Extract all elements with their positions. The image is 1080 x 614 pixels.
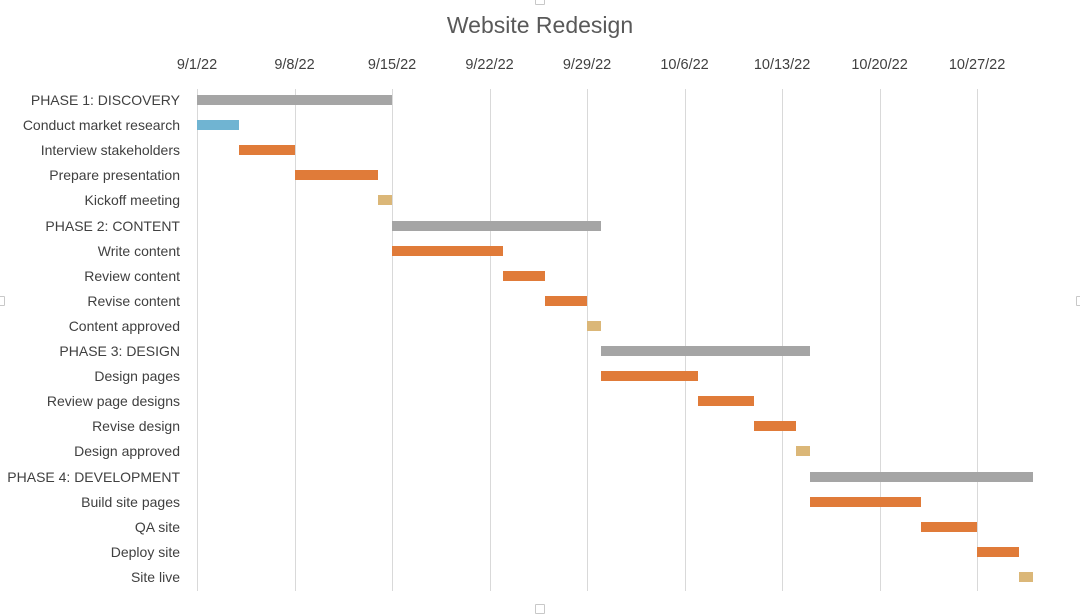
task-label: Review content	[84, 267, 180, 284]
task-label: Write content	[97, 242, 180, 259]
task-label: Site live	[130, 568, 180, 585]
task-label: Conduct market research	[22, 117, 180, 134]
gridline	[977, 89, 978, 591]
task-bar[interactable]	[600, 371, 699, 382]
task-label: Kickoff meeting	[84, 192, 180, 209]
task-bar[interactable]	[392, 245, 504, 256]
milestone-bar[interactable]	[1018, 571, 1033, 582]
task-label: Deploy site	[110, 543, 180, 560]
x-tick-label: 9/29/22	[562, 57, 612, 73]
milestone-bar[interactable]	[795, 446, 810, 457]
x-tick-label: 9/1/22	[176, 57, 218, 73]
task-label: Design approved	[74, 443, 180, 460]
resize-handle-bottom[interactable]	[535, 604, 545, 614]
task-label: Revise content	[87, 292, 180, 309]
x-tick-label: 10/13/22	[753, 57, 811, 73]
task-label: Build site pages	[81, 493, 180, 510]
task-bar[interactable]	[977, 546, 1019, 557]
phase-bar[interactable]	[197, 95, 393, 105]
gridline	[685, 89, 686, 591]
x-tick-label: 9/22/22	[465, 57, 514, 73]
gridline	[587, 89, 588, 591]
phase-bar[interactable]	[809, 471, 1033, 482]
resize-handle-right[interactable]	[1076, 296, 1080, 306]
task-bar[interactable]	[809, 496, 922, 507]
task-bar[interactable]	[545, 295, 588, 306]
milestone-bar[interactable]	[378, 195, 392, 206]
task-bar[interactable]	[197, 120, 239, 131]
chart-title: Website Redesign	[446, 12, 634, 38]
phase-bar[interactable]	[600, 346, 810, 356]
task-bar[interactable]	[921, 521, 978, 532]
task-label: Review page designs	[46, 393, 180, 410]
task-label: PHASE 2: CONTENT	[45, 217, 180, 234]
task-label: PHASE 3: DESIGN	[59, 343, 180, 359]
resize-handle-top[interactable]	[535, 0, 545, 5]
task-label: Interview stakeholders	[40, 142, 180, 159]
milestone-bar[interactable]	[587, 320, 601, 331]
task-label: Design pages	[94, 368, 180, 385]
x-tick-label: 10/20/22	[851, 57, 908, 73]
task-bar[interactable]	[238, 145, 295, 156]
gridline	[490, 89, 491, 591]
gridline	[782, 89, 783, 591]
task-bar[interactable]	[294, 170, 379, 181]
x-tick-label: 9/8/22	[274, 57, 315, 73]
phase-bar[interactable]	[392, 220, 601, 231]
task-bar[interactable]	[754, 421, 796, 432]
task-label: PHASE 4: DEVELOPMENT	[7, 468, 180, 485]
resize-handle-left[interactable]	[0, 296, 5, 306]
task-bar[interactable]	[698, 396, 755, 407]
x-tick-label: 9/15/22	[367, 57, 417, 73]
task-label: PHASE 1: DISCOVERY	[30, 92, 180, 108]
task-bar[interactable]	[503, 270, 546, 281]
x-tick-label: 10/6/22	[660, 57, 709, 73]
task-label: Revise design	[92, 418, 180, 435]
gridline	[295, 89, 296, 591]
task-label: Prepare presentation	[49, 167, 180, 184]
task-label: QA site	[134, 518, 180, 535]
gridline	[880, 89, 881, 591]
x-tick-label: 10/27/22	[948, 57, 1006, 73]
gridline	[392, 89, 393, 591]
task-label: Content approved	[68, 317, 180, 334]
gridline	[197, 89, 198, 591]
